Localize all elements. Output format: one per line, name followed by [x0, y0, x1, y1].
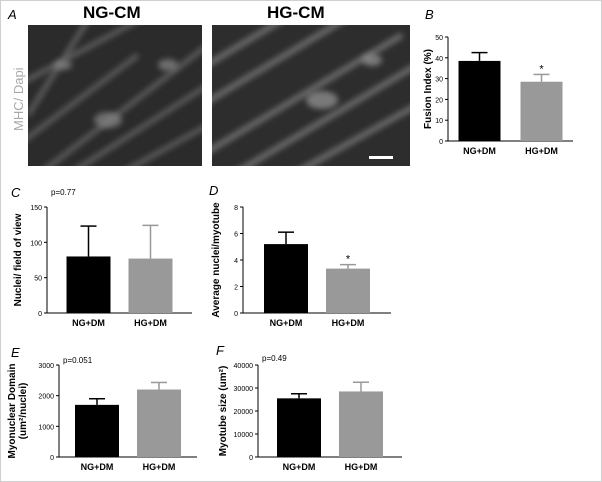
panel-e-letter: E — [11, 345, 20, 360]
chart-d-y-tick-label: 6 — [234, 232, 238, 239]
chart-e-y-tick-label: 2000 — [38, 394, 54, 401]
chart-b-y-axis-label: Fusion Index (%) — [423, 49, 434, 129]
micrograph-title-ng: NG-CM — [83, 3, 141, 22]
chart-c-category-label: NG+DM — [72, 318, 105, 328]
chart-b-category-label: HG+DM — [525, 146, 558, 156]
panel-b-letter: B — [425, 7, 434, 22]
chart-e-bar-hg — [137, 389, 181, 457]
chart-e-bar-ng — [75, 404, 119, 457]
chart-f-y-tick-label: 0 — [249, 455, 253, 462]
chart-b-bar-ng — [458, 60, 501, 141]
chart-f-y-tick-label: 10000 — [234, 432, 254, 439]
panel-f-letter: F — [216, 343, 225, 358]
chart-b-category-label: NG+DM — [463, 146, 496, 156]
chart-d-significance-marker: * — [346, 254, 351, 266]
chart-b-y-tick-label: 0 — [439, 139, 443, 146]
chart-f-y-tick-label: 40000 — [234, 363, 254, 370]
chart-f-bar-hg — [339, 391, 383, 457]
panel-a-letter: A — [8, 7, 17, 22]
chart-c-y-axis-label: Nuclei/ field of view — [13, 213, 24, 306]
scale-bar — [369, 156, 393, 159]
chart-b-significance-marker: * — [539, 63, 544, 75]
chart-d-y-tick-label: 8 — [234, 205, 238, 212]
chart-c-category-label: HG+DM — [134, 318, 167, 328]
chart-c-bar-ng — [66, 256, 111, 313]
chart-f-p-value: p=0.49 — [262, 354, 287, 363]
chart-panel-c: C 0 50 100 150 Nuclei/ field of view NG+DM HG+D… — [11, 185, 192, 328]
chart-c-y-tick-label: 100 — [30, 240, 42, 247]
chart-f-category-label: NG+DM — [283, 462, 316, 472]
chart-d-bar-hg — [326, 268, 370, 313]
chart-b-y-tick-label: 40 — [435, 56, 443, 63]
chart-e-p-value: p=0.051 — [63, 356, 93, 365]
chart-f-category-label: HG+DM — [345, 462, 378, 472]
panel-c-letter: C — [11, 185, 21, 200]
chart-e-y-tick-label: 1000 — [38, 424, 54, 431]
chart-f-y-axis-label: Myotube size (um²) — [218, 366, 229, 457]
chart-b-y-tick-label: 10 — [435, 118, 443, 125]
micrograph-title-hg: HG-CM — [267, 3, 325, 22]
chart-panel-f: F 0 10000 20000 30000 40000 Myotube size (um²)… — [216, 343, 402, 472]
chart-b-y-tick-label: 50 — [435, 35, 443, 42]
chart-d-category-label: HG+DM — [332, 318, 365, 328]
micrograph-ng-cm — [16, 12, 210, 178]
chart-panel-d: D 0 2 4 6 8 Average nuclei/myotube NG+DM HG+DM * — [209, 183, 391, 328]
chart-d-y-tick-label: 4 — [234, 258, 238, 265]
chart-c-y-tick-label: 150 — [30, 205, 42, 212]
chart-d-category-label: NG+DM — [270, 318, 303, 328]
chart-d-y-tick-label: 2 — [234, 285, 238, 292]
chart-e-y-axis-label: (um²/nuclei) — [18, 383, 29, 440]
chart-e-y-tick-label: 3000 — [38, 363, 54, 370]
chart-b-bar-hg — [520, 81, 563, 141]
chart-e-y-axis-label: Myonuclear Domain — [7, 363, 18, 458]
chart-e-y-tick-label: 0 — [50, 455, 54, 462]
chart-c-p-value: p=0.77 — [51, 188, 76, 197]
chart-d-y-tick-label: 0 — [234, 311, 238, 318]
chart-c-y-tick-label: 50 — [34, 276, 42, 283]
chart-e-category-label: HG+DM — [143, 462, 176, 472]
micrograph-stain-label: MHC/ Dapi — [11, 67, 26, 131]
chart-f-bar-ng — [277, 398, 321, 457]
chart-panel-e: E 0 1000 2000 3000 Myonuclear Domain (um²/nucl… — [7, 345, 197, 472]
chart-e-category-label: NG+DM — [81, 462, 114, 472]
chart-f-y-tick-label: 30000 — [234, 386, 254, 393]
chart-d-y-axis-label: Average nuclei/myotube — [211, 202, 222, 318]
micrograph-hg-cm — [200, 12, 419, 178]
chart-b-y-tick-label: 20 — [435, 97, 443, 104]
chart-d-bar-ng — [264, 244, 308, 313]
chart-f-y-tick-label: 20000 — [234, 409, 254, 416]
chart-c-y-tick-label: 0 — [38, 311, 42, 318]
chart-c-bar-hg — [128, 258, 173, 313]
panel-d-letter: D — [209, 183, 218, 198]
chart-b-y-tick-label: 30 — [435, 77, 443, 84]
